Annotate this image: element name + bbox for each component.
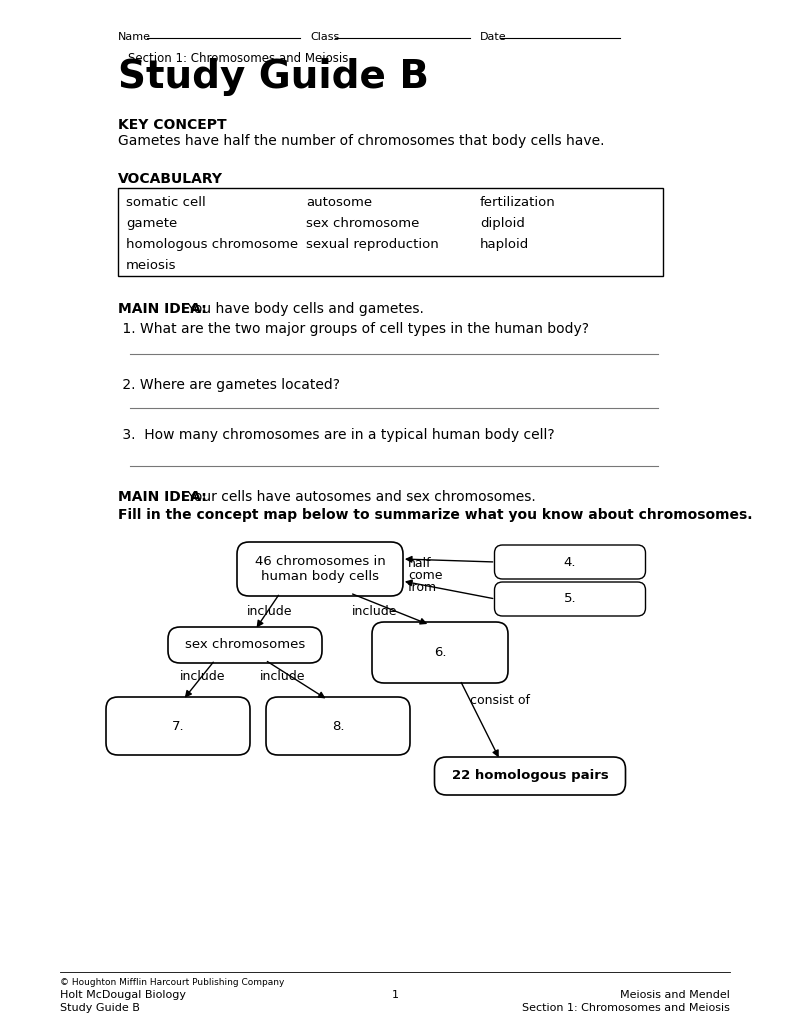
Text: Name: Name: [118, 32, 151, 42]
Text: include: include: [180, 670, 225, 683]
Text: Date: Date: [480, 32, 506, 42]
Text: KEY CONCEPT: KEY CONCEPT: [118, 118, 227, 132]
Text: 3.  How many chromosomes are in a typical human body cell?: 3. How many chromosomes are in a typical…: [118, 428, 554, 442]
Text: homologous chromosome: homologous chromosome: [126, 238, 298, 251]
Text: diploid: diploid: [480, 217, 525, 230]
Text: Study Guide B: Study Guide B: [118, 58, 429, 96]
Text: autosome: autosome: [306, 196, 372, 209]
Text: come: come: [408, 569, 442, 582]
Text: 4.: 4.: [564, 555, 577, 568]
Text: VOCABULARY: VOCABULARY: [118, 172, 223, 186]
FancyBboxPatch shape: [494, 582, 645, 616]
Text: 1. What are the two major groups of cell types in the human body?: 1. What are the two major groups of cell…: [118, 322, 589, 336]
Text: You have body cells and gametes.: You have body cells and gametes.: [183, 302, 424, 316]
Text: fertilization: fertilization: [480, 196, 556, 209]
Bar: [118, 188, 663, 276]
Text: MAIN IDEA:: MAIN IDEA:: [118, 302, 206, 316]
Text: include: include: [248, 605, 293, 618]
Text: consist of: consist of: [470, 694, 530, 707]
Text: sex chromosome: sex chromosome: [306, 217, 419, 230]
Text: include: include: [260, 670, 306, 683]
Text: somatic cell: somatic cell: [126, 196, 206, 209]
Text: Study Guide B: Study Guide B: [60, 1002, 140, 1013]
Text: 22 homologous pairs: 22 homologous pairs: [452, 769, 608, 782]
Text: 46 chromosomes in
human body cells: 46 chromosomes in human body cells: [255, 555, 385, 583]
Text: include: include: [352, 605, 398, 618]
Text: 5.: 5.: [564, 593, 577, 605]
Text: 7.: 7.: [172, 720, 184, 732]
Text: © Houghton Mifflin Harcourt Publishing Company: © Houghton Mifflin Harcourt Publishing C…: [60, 978, 285, 987]
FancyBboxPatch shape: [106, 697, 250, 755]
FancyBboxPatch shape: [266, 697, 410, 755]
Text: sex chromosomes: sex chromosomes: [185, 639, 305, 651]
Text: Holt McDougal Biology: Holt McDougal Biology: [60, 990, 186, 1000]
Text: MAIN IDEA:: MAIN IDEA:: [118, 490, 206, 504]
Text: Gametes have half the number of chromosomes that body cells have.: Gametes have half the number of chromoso…: [118, 134, 604, 148]
Text: Section 1: Chromosomes and Meiosis: Section 1: Chromosomes and Meiosis: [128, 52, 348, 65]
Text: Section 1: Chromosomes and Meiosis: Section 1: Chromosomes and Meiosis: [522, 1002, 730, 1013]
FancyBboxPatch shape: [434, 757, 626, 795]
FancyBboxPatch shape: [372, 622, 508, 683]
FancyBboxPatch shape: [494, 545, 645, 579]
FancyBboxPatch shape: [237, 542, 403, 596]
Text: half: half: [408, 557, 432, 570]
Text: from: from: [408, 581, 437, 594]
Text: Fill in the concept map below to summarize what you know about chromosomes.: Fill in the concept map below to summari…: [118, 508, 752, 522]
Text: 2. Where are gametes located?: 2. Where are gametes located?: [118, 378, 340, 392]
Text: Meiosis and Mendel: Meiosis and Mendel: [620, 990, 730, 1000]
Text: 1: 1: [392, 990, 399, 1000]
Text: 6.: 6.: [433, 646, 446, 659]
FancyBboxPatch shape: [168, 627, 322, 663]
Text: gamete: gamete: [126, 217, 177, 230]
Text: sexual reproduction: sexual reproduction: [306, 238, 439, 251]
Text: haploid: haploid: [480, 238, 529, 251]
Text: meiosis: meiosis: [126, 259, 176, 272]
Text: Your cells have autosomes and sex chromosomes.: Your cells have autosomes and sex chromo…: [183, 490, 536, 504]
Text: Class: Class: [310, 32, 339, 42]
Text: 8.: 8.: [331, 720, 344, 732]
